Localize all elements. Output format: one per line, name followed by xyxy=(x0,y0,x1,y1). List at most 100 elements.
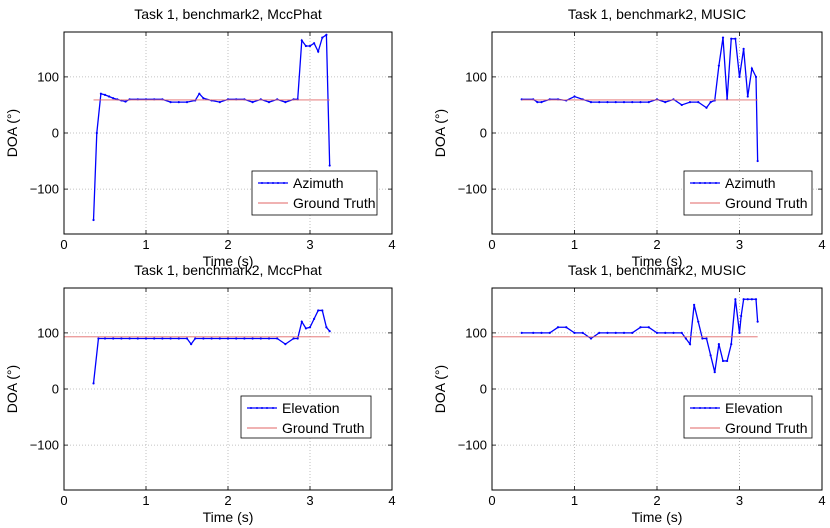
data-point xyxy=(308,44,312,48)
chart-title: Task 1, benchmark2, MccPhat xyxy=(134,6,322,22)
measured-series xyxy=(520,298,759,374)
x-tick-label: 1 xyxy=(571,237,578,252)
data-point xyxy=(721,359,725,363)
data-point xyxy=(202,97,205,100)
x-tick-label: 1 xyxy=(571,493,578,508)
legend-marker xyxy=(699,407,701,409)
data-point xyxy=(717,343,720,346)
data-point xyxy=(92,218,95,222)
data-point xyxy=(734,298,737,301)
data-point xyxy=(304,327,307,330)
data-point xyxy=(721,36,725,39)
x-tick-label: 2 xyxy=(224,493,231,508)
x-tick-label: 3 xyxy=(736,237,743,252)
legend-marker xyxy=(261,407,263,409)
data-point xyxy=(647,326,650,329)
x-tick-label: 4 xyxy=(388,237,395,252)
data-point xyxy=(198,92,201,95)
y-tick-label: 0 xyxy=(52,126,59,141)
data-point xyxy=(325,326,328,329)
x-tick-label: 1 xyxy=(142,493,149,508)
data-point xyxy=(622,101,626,104)
data-point xyxy=(606,101,609,104)
chart-panel-2: 0 1 2 3 4 100 0 −100 Task 1, benchmark2, MUSIC Ti… xyxy=(432,6,826,269)
x-tick-label: 4 xyxy=(388,493,395,508)
y-axis-label: DOA (°) xyxy=(432,109,448,157)
data-point xyxy=(284,343,287,346)
data-point xyxy=(693,303,696,306)
legend-box xyxy=(683,170,813,216)
data-point xyxy=(540,101,543,104)
legend: Elevation Ground Truth xyxy=(683,395,813,439)
data-point xyxy=(144,337,148,340)
legend-marker xyxy=(704,407,706,409)
y-tick-label: 100 xyxy=(37,69,59,84)
data-point xyxy=(598,101,601,104)
data-point xyxy=(742,47,745,50)
legend-marker xyxy=(267,182,269,184)
legend-marker xyxy=(709,407,711,409)
chart-panel-4: 0 1 2 3 4 100 0 −100 Task 1, benchmark2, MUSIC Ti… xyxy=(432,262,826,525)
data-point xyxy=(202,337,205,340)
data-point xyxy=(300,39,303,42)
data-point xyxy=(313,42,316,45)
data-point xyxy=(701,337,704,340)
data-point xyxy=(177,101,180,104)
legend-marker xyxy=(715,407,717,409)
data-point xyxy=(709,354,712,357)
data-point xyxy=(598,331,601,334)
x-tick-label: 4 xyxy=(818,493,825,508)
data-point xyxy=(740,314,743,318)
data-point xyxy=(317,309,320,312)
data-point xyxy=(108,95,111,98)
legend-box xyxy=(240,395,372,439)
legend-marker xyxy=(261,182,263,184)
data-point xyxy=(218,337,221,340)
data-point xyxy=(655,331,659,334)
data-point xyxy=(284,101,287,104)
x-axis-label: Time (s) xyxy=(632,253,683,269)
data-point xyxy=(688,101,692,104)
data-point xyxy=(169,337,172,340)
data-point xyxy=(756,320,759,323)
legend-marker xyxy=(272,407,274,409)
y-tick-label: 100 xyxy=(37,325,59,340)
data-point xyxy=(742,298,745,301)
axes-frame xyxy=(491,31,823,235)
data-point xyxy=(680,331,683,334)
data-point xyxy=(540,331,543,334)
legend: Azimuth Ground Truth xyxy=(251,170,378,216)
x-axis-label: Time (s) xyxy=(203,509,254,525)
data-point xyxy=(194,337,197,340)
axes-frame xyxy=(63,287,393,491)
x-tick-label: 2 xyxy=(224,237,231,252)
data-point xyxy=(664,331,667,334)
data-point xyxy=(218,101,221,104)
chart-title: Task 1, benchmark2, MccPhat xyxy=(134,262,322,278)
legend-label: Ground Truth xyxy=(293,195,376,211)
data-point xyxy=(750,298,753,301)
data-point xyxy=(128,337,131,340)
data-point xyxy=(532,331,535,334)
y-tick-label: 100 xyxy=(465,69,487,84)
data-point xyxy=(325,33,328,36)
legend-marker xyxy=(283,182,285,184)
legend-marker xyxy=(277,182,279,184)
y-tick-label: 0 xyxy=(52,382,59,397)
data-point xyxy=(103,337,107,340)
data-point xyxy=(639,101,642,104)
legend-label: Ground Truth xyxy=(725,195,808,211)
grid xyxy=(64,32,392,234)
data-point xyxy=(606,331,609,334)
legend-box xyxy=(251,170,378,216)
x-tick-label: 1 xyxy=(142,237,149,252)
data-point xyxy=(304,44,307,48)
measured-series xyxy=(520,36,759,163)
legend-label: Elevation xyxy=(725,400,783,416)
data-point xyxy=(124,100,127,103)
data-point xyxy=(321,36,324,39)
grid xyxy=(64,288,392,490)
data-point xyxy=(112,337,115,340)
legend-marker xyxy=(250,407,252,409)
